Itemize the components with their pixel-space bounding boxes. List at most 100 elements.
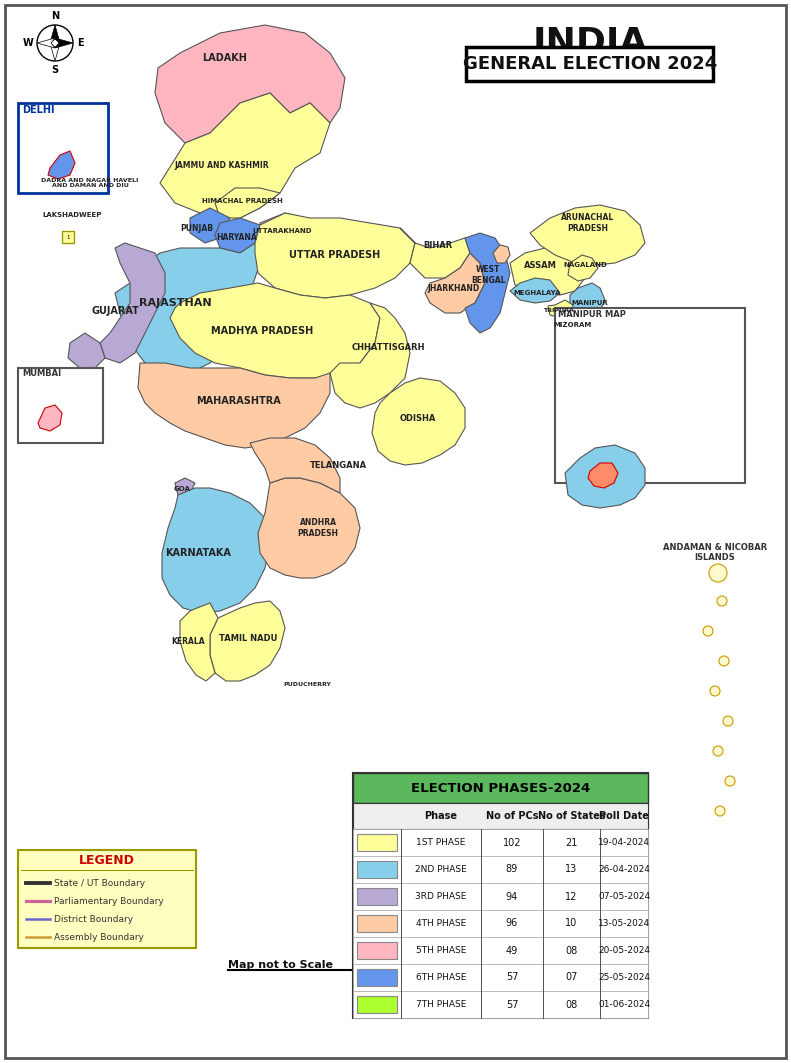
Text: TAMIL NADU: TAMIL NADU [219,634,277,642]
Polygon shape [330,303,410,408]
Text: ANDAMAN & NICOBAR
ISLANDS: ANDAMAN & NICOBAR ISLANDS [663,543,767,562]
Circle shape [37,26,73,61]
Polygon shape [570,283,605,315]
Bar [353,910,648,937]
Text: 1: 1 [66,235,70,239]
Text: MANIPUR MAP: MANIPUR MAP [558,310,626,319]
Text: 96: 96 [506,918,518,928]
Text: UTTARAKHAND: UTTARAKHAND [252,227,312,234]
Polygon shape [138,362,330,448]
Polygon shape [372,378,465,465]
Text: TELANGANA: TELANGANA [309,460,366,470]
Text: 4TH PHASE: 4TH PHASE [416,919,466,928]
Text: 07: 07 [566,973,577,982]
Bar [353,964,648,991]
Polygon shape [50,43,60,61]
Text: WEST
BENGAL: WEST BENGAL [471,266,505,285]
Text: 6TH PHASE: 6TH PHASE [416,973,466,982]
Polygon shape [400,227,470,279]
Polygon shape [170,283,380,378]
Bar [357,996,397,1013]
Text: Assembly Boundary: Assembly Boundary [54,932,144,942]
Text: HIMACHAL PRADESH: HIMACHAL PRADESH [202,198,282,204]
Bar [353,991,648,1018]
Text: S: S [51,65,59,75]
Text: 01-06-2024: 01-06-2024 [598,1000,650,1009]
Circle shape [725,776,735,786]
FancyBboxPatch shape [466,47,713,81]
Text: DADRA AND NAGAR HAVELI
AND DAMAN AND DIU: DADRA AND NAGAR HAVELI AND DAMAN AND DIU [41,178,138,188]
Text: District Boundary: District Boundary [54,914,133,924]
Polygon shape [190,208,230,243]
Text: 08: 08 [566,945,577,956]
Text: MIZORAM: MIZORAM [553,322,591,328]
Text: 2ND PHASE: 2ND PHASE [415,865,467,874]
Text: MADHYA PRADESH: MADHYA PRADESH [211,326,313,336]
Text: 19-04-2024: 19-04-2024 [598,838,650,847]
Polygon shape [215,218,260,253]
Polygon shape [100,243,165,362]
Polygon shape [160,92,330,223]
Polygon shape [115,243,260,373]
Text: Parliamentary Boundary: Parliamentary Boundary [54,896,164,906]
Text: 89: 89 [506,864,518,875]
Bar [62,231,74,243]
Text: Map not to Scale: Map not to Scale [228,960,333,971]
Text: CHHATTISGARH: CHHATTISGARH [351,342,425,352]
Polygon shape [425,253,485,313]
Bar [353,829,648,856]
FancyBboxPatch shape [18,103,108,193]
Text: 12: 12 [566,892,577,901]
Text: Poll Date: Poll Date [599,811,649,821]
Text: ARUNACHAL
PRADESH: ARUNACHAL PRADESH [562,214,615,233]
Text: Phase: Phase [425,811,457,821]
Text: HARYANA: HARYANA [217,233,257,241]
Text: PUNJAB: PUNJAB [180,223,214,233]
Text: 3RD PHASE: 3RD PHASE [415,892,467,901]
Bar [18,850,196,948]
Polygon shape [260,213,305,248]
Polygon shape [250,438,340,493]
Text: 1ST PHASE: 1ST PHASE [416,838,466,847]
Bar [353,803,648,829]
Text: ASSAM: ASSAM [524,260,556,270]
Text: 57: 57 [505,973,518,982]
Text: 7TH PHASE: 7TH PHASE [416,1000,466,1009]
Text: MAHARASHTRA: MAHARASHTRA [195,396,280,406]
Polygon shape [155,26,345,144]
Text: 102: 102 [503,838,521,847]
Circle shape [723,716,733,726]
Text: 49: 49 [506,945,518,956]
Circle shape [710,686,720,696]
Polygon shape [465,233,510,333]
Polygon shape [55,38,73,48]
Polygon shape [37,38,55,48]
Text: LADAKH: LADAKH [202,53,248,63]
Text: NAGALAND: NAGALAND [563,261,607,268]
Text: PUDUCHERRY: PUDUCHERRY [283,682,331,688]
Polygon shape [510,279,560,303]
Text: GENERAL ELECTION 2024: GENERAL ELECTION 2024 [463,55,717,73]
Bar [357,834,397,851]
Polygon shape [548,300,573,318]
Text: JHARKHAND: JHARKHAND [427,284,479,292]
Bar [353,937,648,964]
Text: TRIPURA: TRIPURA [543,307,573,313]
Polygon shape [255,213,415,298]
Polygon shape [68,333,105,368]
Circle shape [713,746,723,756]
Text: 21: 21 [566,838,577,847]
Bar [353,773,648,803]
Text: State / UT Boundary: State / UT Boundary [54,878,145,888]
Polygon shape [568,255,598,281]
Text: ANDHRA
PRADESH: ANDHRA PRADESH [297,519,339,538]
Bar [357,942,397,959]
Text: INDIA: INDIA [532,26,648,60]
Text: 94: 94 [506,892,518,901]
Polygon shape [210,601,285,681]
Text: JAMMU AND KASHMIR: JAMMU AND KASHMIR [175,161,269,169]
FancyBboxPatch shape [18,368,103,443]
Text: 10: 10 [566,918,577,928]
Text: 25-05-2024: 25-05-2024 [598,973,650,982]
Polygon shape [563,308,588,333]
